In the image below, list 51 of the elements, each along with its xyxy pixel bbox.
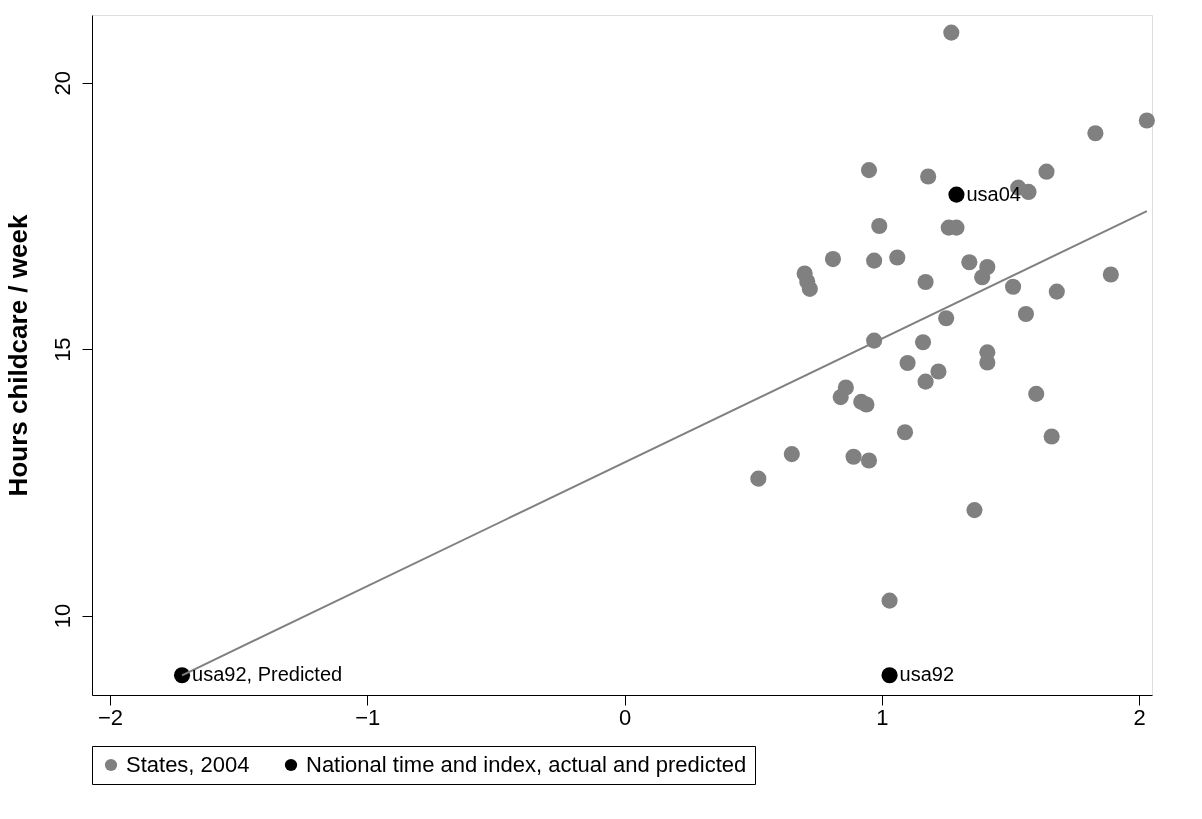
point — [899, 354, 916, 372]
point — [948, 186, 965, 203]
point — [943, 24, 960, 41]
x-tick-label: −1 — [355, 704, 381, 730]
point — [866, 252, 883, 269]
point — [917, 273, 934, 291]
y-tick-label: 10 — [49, 603, 75, 629]
y-axis-title: Hours childcare / week — [2, 214, 33, 497]
point — [938, 310, 955, 327]
point — [974, 269, 991, 286]
legend-label: National time and index, actual and predicted — [306, 752, 747, 777]
point — [845, 448, 862, 465]
x-tick-label: −2 — [97, 704, 124, 730]
point — [966, 502, 983, 519]
annotation: usa92 — [899, 663, 955, 686]
point — [1102, 266, 1119, 283]
point — [896, 424, 914, 441]
point — [1005, 278, 1022, 295]
y-tick-label: 15 — [49, 337, 75, 362]
point — [917, 373, 934, 390]
point — [173, 667, 191, 684]
point — [914, 334, 932, 351]
point — [871, 217, 888, 235]
point — [1043, 428, 1060, 445]
point — [920, 168, 937, 185]
point — [750, 470, 767, 487]
point — [1138, 112, 1155, 129]
point — [824, 251, 842, 268]
point — [1028, 385, 1045, 402]
point — [1048, 283, 1065, 300]
point — [860, 452, 878, 469]
point — [961, 254, 978, 271]
point — [881, 592, 898, 609]
point — [1087, 125, 1104, 142]
point — [1020, 183, 1037, 200]
point — [1017, 305, 1034, 323]
x-tick-label: 0 — [618, 704, 632, 730]
point — [832, 389, 849, 406]
point — [858, 396, 875, 413]
annotation: usa92, Predicted — [192, 663, 343, 686]
point — [1038, 163, 1055, 180]
annotation: usa04 — [966, 182, 1021, 205]
point — [930, 363, 947, 380]
x-tick-label: 2 — [1133, 704, 1146, 730]
point — [783, 446, 800, 463]
legend-label: States, 2004 — [126, 752, 250, 777]
x-tick-label: 1 — [876, 704, 889, 730]
y-tick-label: 20 — [49, 70, 75, 96]
point — [889, 249, 906, 266]
point — [860, 162, 878, 179]
point — [881, 667, 898, 684]
